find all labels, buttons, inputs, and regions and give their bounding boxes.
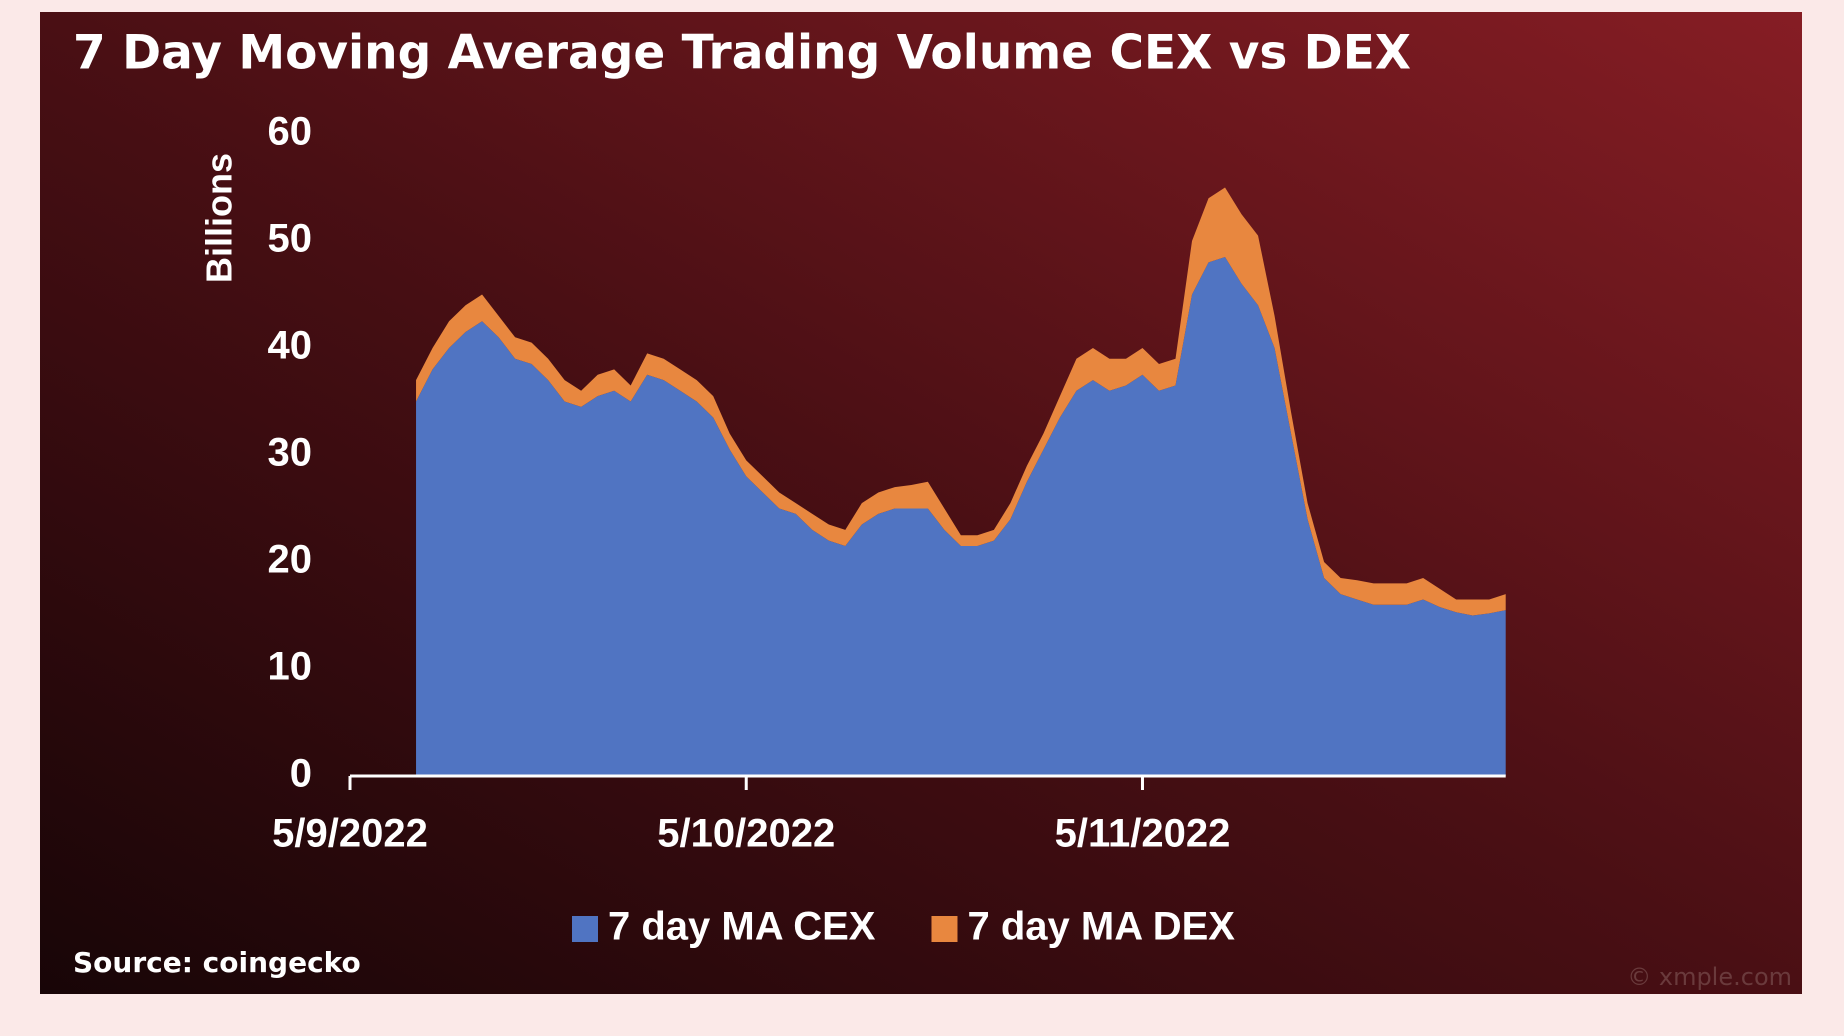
x-tick-label: 5/11/2022 — [1055, 812, 1231, 856]
area — [416, 257, 1506, 776]
y-tick-label: 0 — [290, 752, 312, 796]
area — [416, 187, 1506, 616]
chart-title: 7 Day Moving Average Trading Volume CEX … — [73, 26, 1411, 81]
y-axis-label: Billions — [199, 153, 240, 283]
y-tick-label: 10 — [268, 645, 313, 689]
y-tick-label: 50 — [268, 217, 313, 261]
source: Source: coingecko — [73, 946, 361, 979]
legend-label: 7 day MA DEX — [967, 905, 1235, 949]
y-tick-label: 20 — [268, 538, 313, 582]
y-tick-label: 40 — [268, 324, 313, 368]
y-tick-label: 60 — [268, 110, 313, 154]
x-tick-label: 5/9/2022 — [272, 812, 428, 856]
legend-swatch — [572, 916, 598, 942]
legend-swatch — [931, 916, 958, 942]
legend-label: 7 day MA CEX — [608, 905, 876, 949]
x-tick-label: 5/10/2022 — [657, 812, 835, 856]
watermark: © xmple.com — [1627, 963, 1792, 991]
y-tick-label: 30 — [268, 431, 313, 475]
